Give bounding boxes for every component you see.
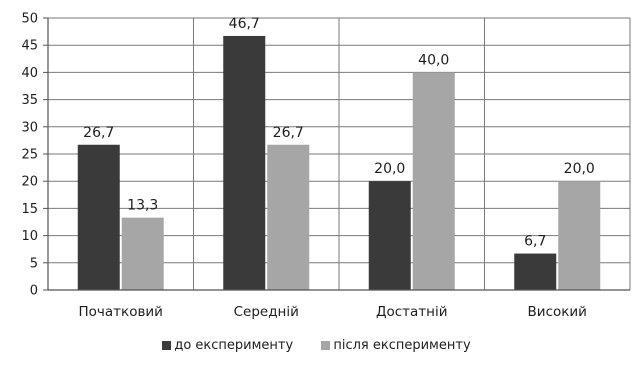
x-category-label-2: Середній [234, 304, 299, 320]
y-tick-label-20: 20 [21, 175, 38, 190]
legend-item-before: до експерименту [162, 338, 293, 353]
y-tick-label-50: 50 [21, 12, 38, 27]
y-tick-label-40: 40 [21, 66, 38, 81]
x-category-label-1: Початковий [79, 304, 163, 320]
bar-s1-3 [368, 181, 411, 290]
y-tick-label-0: 0 [30, 284, 38, 299]
data-label-s2-3: 40,0 [418, 52, 449, 68]
data-label-s1-1: 26,7 [83, 125, 114, 141]
y-tick-label-30: 30 [21, 120, 38, 135]
data-labels: 26,7 13,3 46,7 26,7 20,0 40,0 6,7 20,0 [83, 16, 595, 250]
x-category-label-3: Достатній [376, 304, 448, 320]
data-label-s2-4: 20,0 [564, 161, 595, 177]
legend-swatch-before [162, 341, 172, 350]
legend-item-after: після експерименту [321, 338, 471, 353]
legend: до експерименту після експерименту [0, 338, 633, 354]
legend-label-after: після експерименту [333, 338, 471, 353]
bars [77, 35, 601, 291]
legend-swatch-after [321, 341, 331, 350]
bar-s1-2 [223, 35, 266, 291]
data-label-s1-3: 20,0 [374, 161, 405, 177]
data-label-s2-2: 26,7 [273, 125, 304, 141]
y-tick-label-25: 25 [21, 148, 38, 163]
y-tick-label-45: 45 [21, 39, 38, 54]
bar-s2-3 [412, 72, 455, 291]
y-tick-label-35: 35 [21, 93, 38, 108]
axes: 0 5 10 15 20 25 30 35 40 45 50 Початковий Середній До… [21, 12, 630, 320]
bar-s1-1 [77, 144, 120, 290]
bar-s1-4 [514, 253, 557, 290]
y-tick-label-10: 10 [21, 229, 38, 244]
grid-lines [48, 17, 631, 290]
bar-s2-1 [121, 217, 164, 290]
bar-s2-4 [558, 181, 601, 290]
x-category-label-4: Високий [528, 304, 587, 320]
data-label-s1-4: 6,7 [524, 234, 546, 250]
data-label-s2-1: 13,3 [127, 198, 158, 214]
y-tick-label-5: 5 [30, 256, 38, 271]
legend-label-before: до експерименту [174, 338, 294, 353]
bar-s2-2 [267, 144, 310, 290]
data-label-s1-2: 46,7 [229, 16, 260, 32]
y-tick-label-15: 15 [21, 202, 38, 217]
